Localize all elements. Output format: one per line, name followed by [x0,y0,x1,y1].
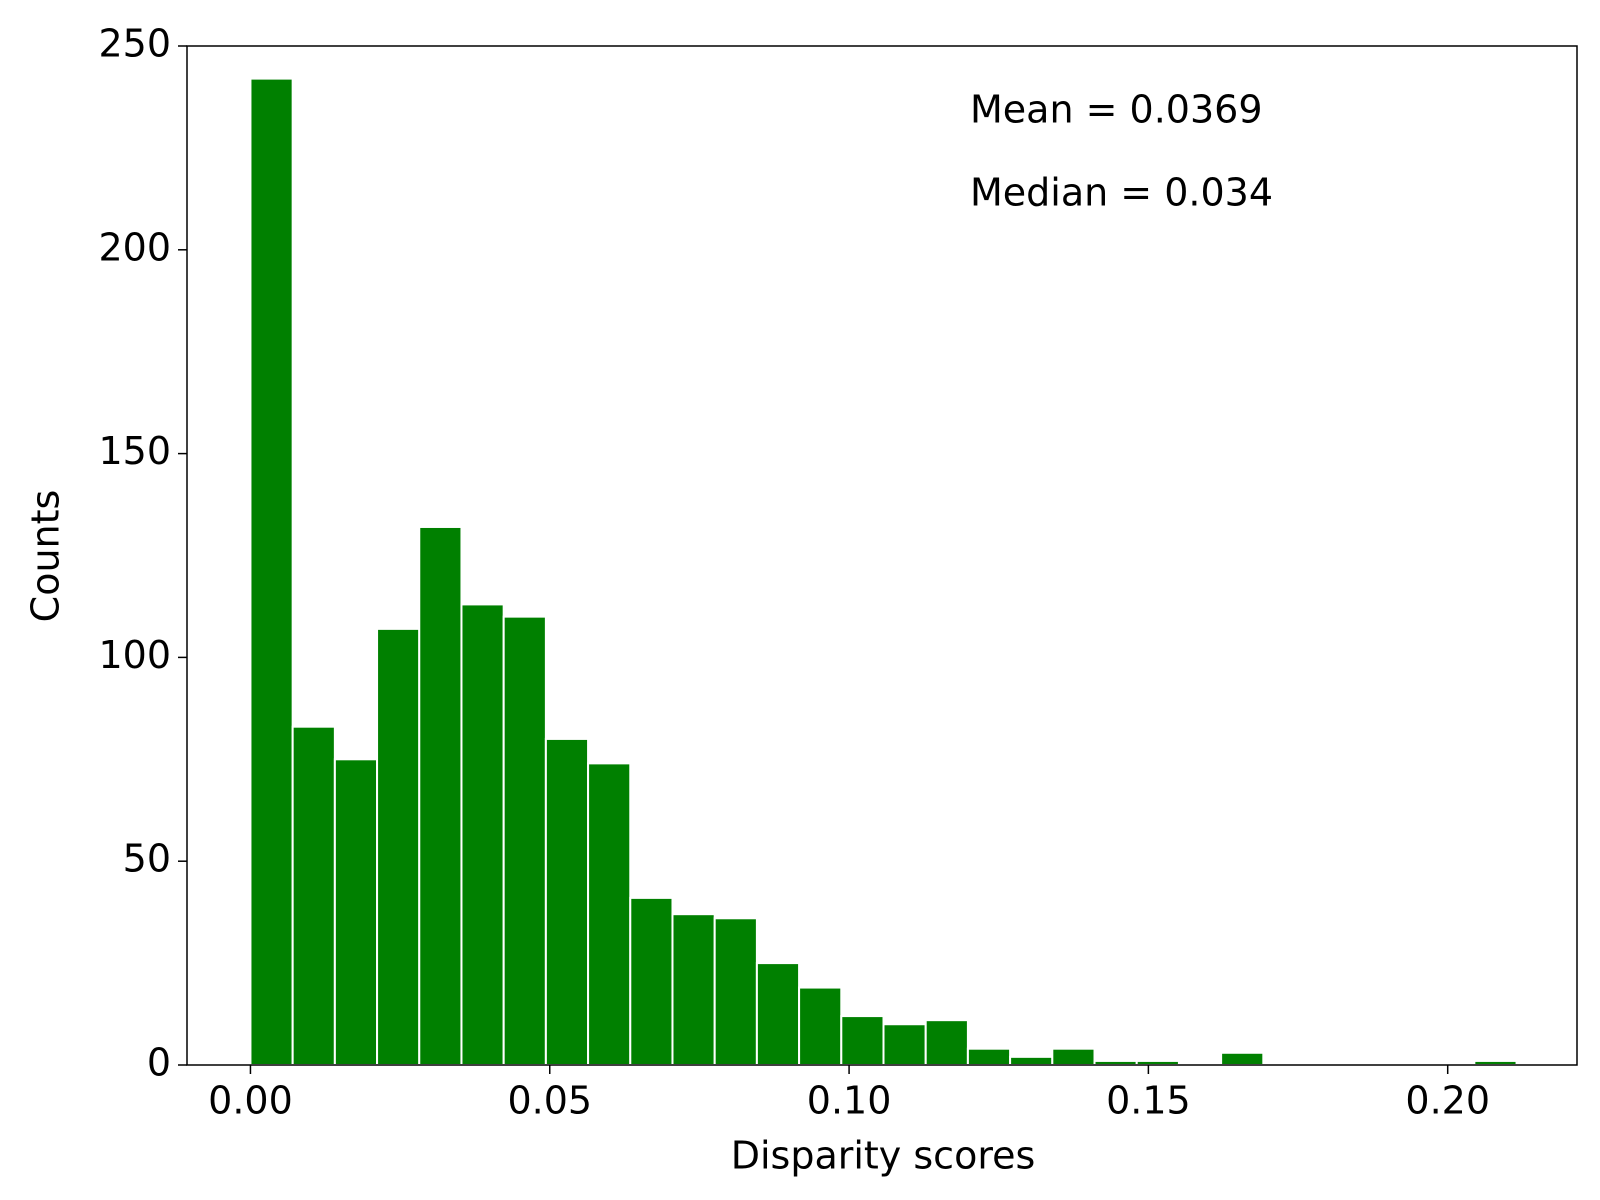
bar [376,627,421,1066]
y-tick-label: 0 [147,1041,171,1085]
bar [333,758,379,1066]
bar [798,986,843,1067]
bar [1220,1051,1265,1066]
bar [924,1019,969,1066]
bar [840,1015,885,1067]
bar [1051,1047,1096,1067]
bar [629,896,674,1066]
x-tick-label: 0.20 [1405,1079,1490,1123]
y-tick-label: 150 [98,429,171,473]
bar [587,762,632,1066]
y-tick-label: 200 [98,225,171,269]
plot-frame [186,45,1578,1066]
bar [291,725,336,1067]
y-tick-label: 50 [123,837,171,881]
bar [713,917,758,1066]
bar [755,962,801,1066]
x-tick-label: 0.05 [507,1079,592,1123]
bar [418,525,463,1066]
bar [882,1023,927,1066]
y-tick-label: 100 [98,633,171,677]
bar [249,77,294,1067]
annotation: Mean = 0.0369 [970,88,1263,132]
bar [502,615,547,1066]
bar [671,913,716,1066]
y-tick-label: 250 [98,22,171,66]
bar [460,603,505,1066]
x-tick-label: 0.10 [807,1079,892,1123]
x-tick-label: 0.00 [208,1079,293,1123]
bar [966,1047,1012,1067]
bar [1009,1055,1054,1067]
y-axis-label: Counts [24,490,68,623]
annotation: Median = 0.034 [970,171,1273,215]
x-tick-label: 0.15 [1106,1079,1191,1123]
x-axis-label: Disparity scores [731,1134,1036,1178]
bar [544,737,590,1066]
